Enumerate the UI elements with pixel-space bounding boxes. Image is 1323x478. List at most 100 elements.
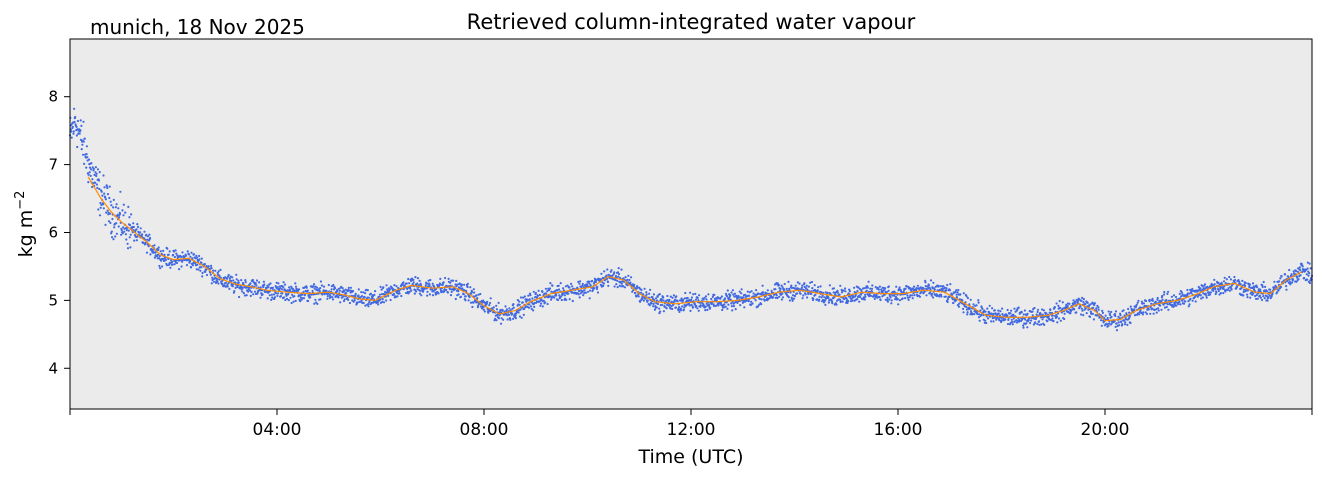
scatter-point [403, 284, 406, 287]
scatter-point [332, 293, 335, 296]
scatter-point [136, 225, 140, 228]
scatter-point [311, 289, 314, 293]
scatter-point [116, 213, 119, 216]
scatter-point [518, 300, 521, 303]
scatter-point [944, 295, 948, 298]
scatter-point [280, 288, 283, 291]
scatter-point [112, 198, 115, 201]
scatter-point [584, 291, 588, 294]
scatter-point [1057, 304, 1060, 307]
scatter-point [1162, 303, 1165, 306]
scatter-point [1033, 306, 1036, 310]
scatter-point [1052, 319, 1055, 323]
scatter-point [1061, 301, 1064, 304]
scatter-point [470, 290, 474, 293]
scatter-point [401, 283, 404, 286]
scatter-point [1113, 312, 1117, 316]
scatter-point [799, 292, 802, 295]
scatter-point [330, 288, 333, 291]
scatter-point [1105, 323, 1109, 326]
scatter-point [258, 281, 261, 284]
scatter-point [415, 290, 418, 293]
scatter-point [104, 223, 107, 226]
scatter-point [550, 298, 553, 301]
scatter-point [1106, 316, 1109, 320]
scatter-point [803, 282, 806, 285]
scatter-point [214, 269, 217, 272]
scatter-point [483, 301, 486, 304]
scatter-point [1305, 273, 1308, 276]
scatter-point [392, 292, 396, 295]
scatter-point [697, 299, 700, 302]
scatter-point [253, 290, 257, 293]
scatter-point [284, 298, 287, 302]
scatter-point [876, 286, 880, 289]
scatter-point [1204, 292, 1207, 295]
scatter-point [1079, 305, 1082, 308]
scatter-point [212, 269, 215, 272]
scatter-point [721, 308, 724, 312]
scatter-point [949, 283, 952, 286]
scatter-point [1051, 317, 1054, 320]
scatter-point [939, 293, 943, 296]
scatter-point [319, 280, 322, 283]
scatter-point [910, 294, 914, 297]
scatter-point [778, 295, 781, 298]
scatter-point [737, 295, 740, 299]
scatter-point [122, 203, 125, 206]
scatter-point [738, 290, 741, 293]
scatter-point [1150, 302, 1153, 305]
scatter-point [293, 295, 296, 298]
scatter-point [412, 278, 415, 281]
scatter-point [385, 284, 388, 287]
scatter-point [613, 285, 616, 288]
scatter-point [1156, 296, 1159, 300]
scatter-point [732, 305, 736, 308]
scatter-point [752, 292, 755, 295]
scatter-point [397, 289, 400, 293]
scatter-point [389, 298, 392, 302]
scatter-point [1120, 320, 1123, 323]
scatter-point [227, 273, 230, 277]
scatter-point [968, 303, 971, 306]
scatter-point [380, 288, 383, 291]
scatter-point [589, 289, 592, 292]
scatter-point [501, 309, 504, 312]
scatter-point [642, 299, 646, 302]
scatter-point [312, 283, 316, 286]
scatter-point [1217, 281, 1220, 285]
scatter-point [105, 211, 108, 214]
scatter-point [556, 298, 560, 302]
y-tick-label: 6 [48, 223, 58, 241]
scatter-point [1246, 293, 1249, 296]
scatter-point [965, 308, 969, 311]
scatter-point [1097, 308, 1100, 311]
scatter-point [999, 310, 1002, 313]
scatter-point [933, 288, 936, 291]
scatter-point [1163, 306, 1167, 309]
scatter-point [781, 292, 784, 295]
scatter-point [945, 289, 948, 292]
scatter-point [1013, 307, 1016, 310]
scatter-point [731, 309, 734, 312]
scatter-point [1051, 314, 1054, 317]
scatter-point [379, 285, 382, 288]
scatter-point [279, 295, 282, 298]
scatter-point [980, 314, 983, 317]
scatter-point [106, 186, 109, 190]
scatter-point [126, 242, 129, 245]
scatter-point [157, 248, 160, 251]
scatter-point [946, 283, 949, 287]
scatter-point [981, 307, 984, 310]
scatter-point [990, 320, 993, 323]
scatter-point [488, 304, 491, 307]
scatter-point [870, 290, 873, 293]
scatter-point [1093, 303, 1096, 307]
scatter-point [177, 259, 180, 262]
scatter-point [110, 204, 113, 207]
scatter-point [316, 286, 319, 289]
scatter-point [1248, 283, 1251, 286]
scatter-point [911, 297, 914, 300]
scatter-point [477, 293, 480, 296]
scatter-point [977, 299, 980, 302]
